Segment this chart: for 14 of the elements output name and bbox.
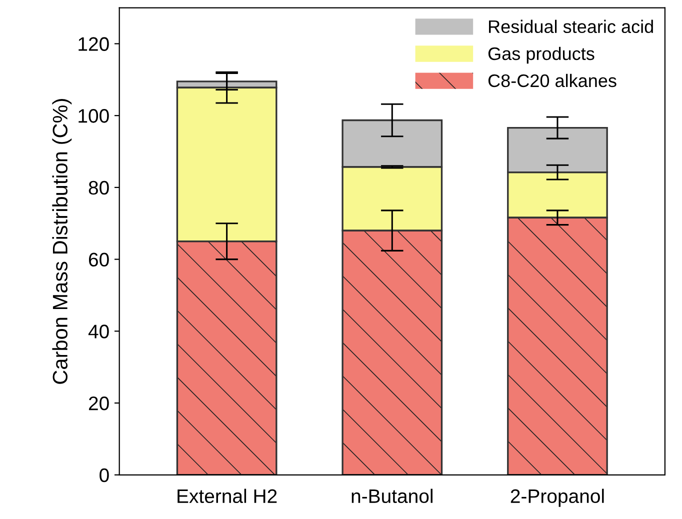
- y-tick-label: 120: [78, 37, 109, 51]
- legend-label: Residual stearic acid: [489, 20, 653, 34]
- x-tick-label: External H2: [178, 488, 277, 504]
- y-tick-label: 60: [88, 252, 109, 267]
- y-tick-label: 100: [78, 109, 109, 123]
- x-tick-label: n-Butanol: [352, 488, 432, 504]
- y-axis-title: Carbon Mass Distribution (C%): [52, 99, 72, 384]
- y-tick-label: 40: [88, 324, 109, 338]
- legend-label: C8-C20 alkanes: [488, 74, 616, 88]
- x-tick-label: 2-Propanol: [510, 488, 604, 507]
- y-tick-label: 20: [88, 396, 109, 410]
- y-tick-label: 0: [100, 468, 109, 482]
- y-tick-label: 80: [88, 180, 109, 195]
- legend-label: Gas products: [488, 46, 594, 64]
